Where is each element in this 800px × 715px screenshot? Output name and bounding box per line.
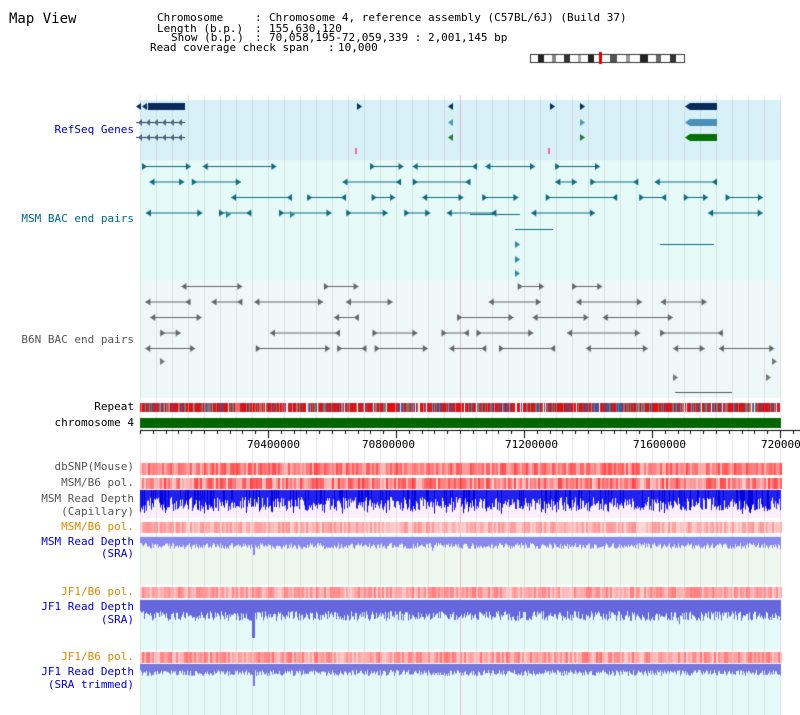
track-label-msm-b6-pol[interactable]: MSM/B6 pol. bbox=[61, 476, 134, 489]
coverage-key: Read coverage check span bbox=[150, 41, 309, 54]
track-label-repeat[interactable]: Repeat bbox=[94, 400, 134, 413]
track-label-jf1-read-depth-trimmed-sub: (SRA trimmed) bbox=[47, 678, 134, 691]
track-label-msm-read-depth-sra-sub: (SRA) bbox=[100, 547, 134, 560]
show-colon: : bbox=[255, 31, 262, 44]
track-label-jf1-b6-pol[interactable]: JF1/B6 pol. bbox=[61, 585, 134, 598]
chromosome-colon: : bbox=[255, 11, 262, 24]
track-label-refseq-genes[interactable]: RefSeq Genes bbox=[54, 123, 134, 136]
track-label-jf1-read-depth-sra[interactable]: JF1 Read Depth bbox=[41, 600, 134, 613]
axis-tick-label: 71600000 bbox=[633, 438, 686, 451]
track-label-msm-read-depth-capillary[interactable]: MSM Read Depth bbox=[41, 492, 134, 505]
page-title: Map View bbox=[9, 11, 77, 27]
track-label-chromosome[interactable]: chromosome 4 bbox=[54, 416, 134, 429]
axis-tick-label: 70800000 bbox=[362, 438, 415, 451]
coverage-value: 10,000 bbox=[338, 41, 378, 54]
length-key: Length (b.p.) bbox=[157, 22, 244, 35]
chromosome-value: Chromosome 4, reference assembly (C57BL/… bbox=[269, 11, 627, 24]
track-label-dbsnp[interactable]: dbSNP(Mouse) bbox=[54, 460, 134, 473]
show-value: 70,058,195-72,059,339 : 2,001,145 bp bbox=[269, 31, 508, 44]
track-label-msm-bac-end-pairs[interactable]: MSM BAC end pairs bbox=[21, 212, 134, 225]
track-label-msm-read-depth-sra[interactable]: MSM Read Depth bbox=[41, 535, 134, 548]
track-label-msm-b6-pol-sra[interactable]: MSM/B6 pol. bbox=[61, 520, 134, 533]
length-value: 155,630,120 bbox=[269, 22, 342, 35]
track-label-jf1-b6-pol-trimmed[interactable]: JF1/B6 pol. bbox=[61, 650, 134, 663]
axis-tick-label: 71200000 bbox=[505, 438, 558, 451]
track-label-jf1-read-depth-sra-sub: (SRA) bbox=[100, 613, 134, 626]
axis-tick-label: 70400000 bbox=[247, 438, 300, 451]
chromosome-key: Chromosome bbox=[157, 11, 224, 24]
track-label-msm-read-depth-capillary-sub: (Capillary) bbox=[61, 505, 134, 518]
axis-tick-label: 72000000 bbox=[761, 438, 800, 451]
chromosome-ideogram[interactable] bbox=[530, 52, 684, 64]
track-label-jf1-read-depth-trimmed[interactable]: JF1 Read Depth bbox=[41, 665, 134, 678]
length-colon: : bbox=[255, 22, 262, 35]
show-key: Show (b.p.) bbox=[171, 31, 244, 44]
coverage-colon: : bbox=[328, 41, 335, 54]
track-label-b6n-bac-end-pairs[interactable]: B6N BAC end pairs bbox=[21, 333, 134, 346]
